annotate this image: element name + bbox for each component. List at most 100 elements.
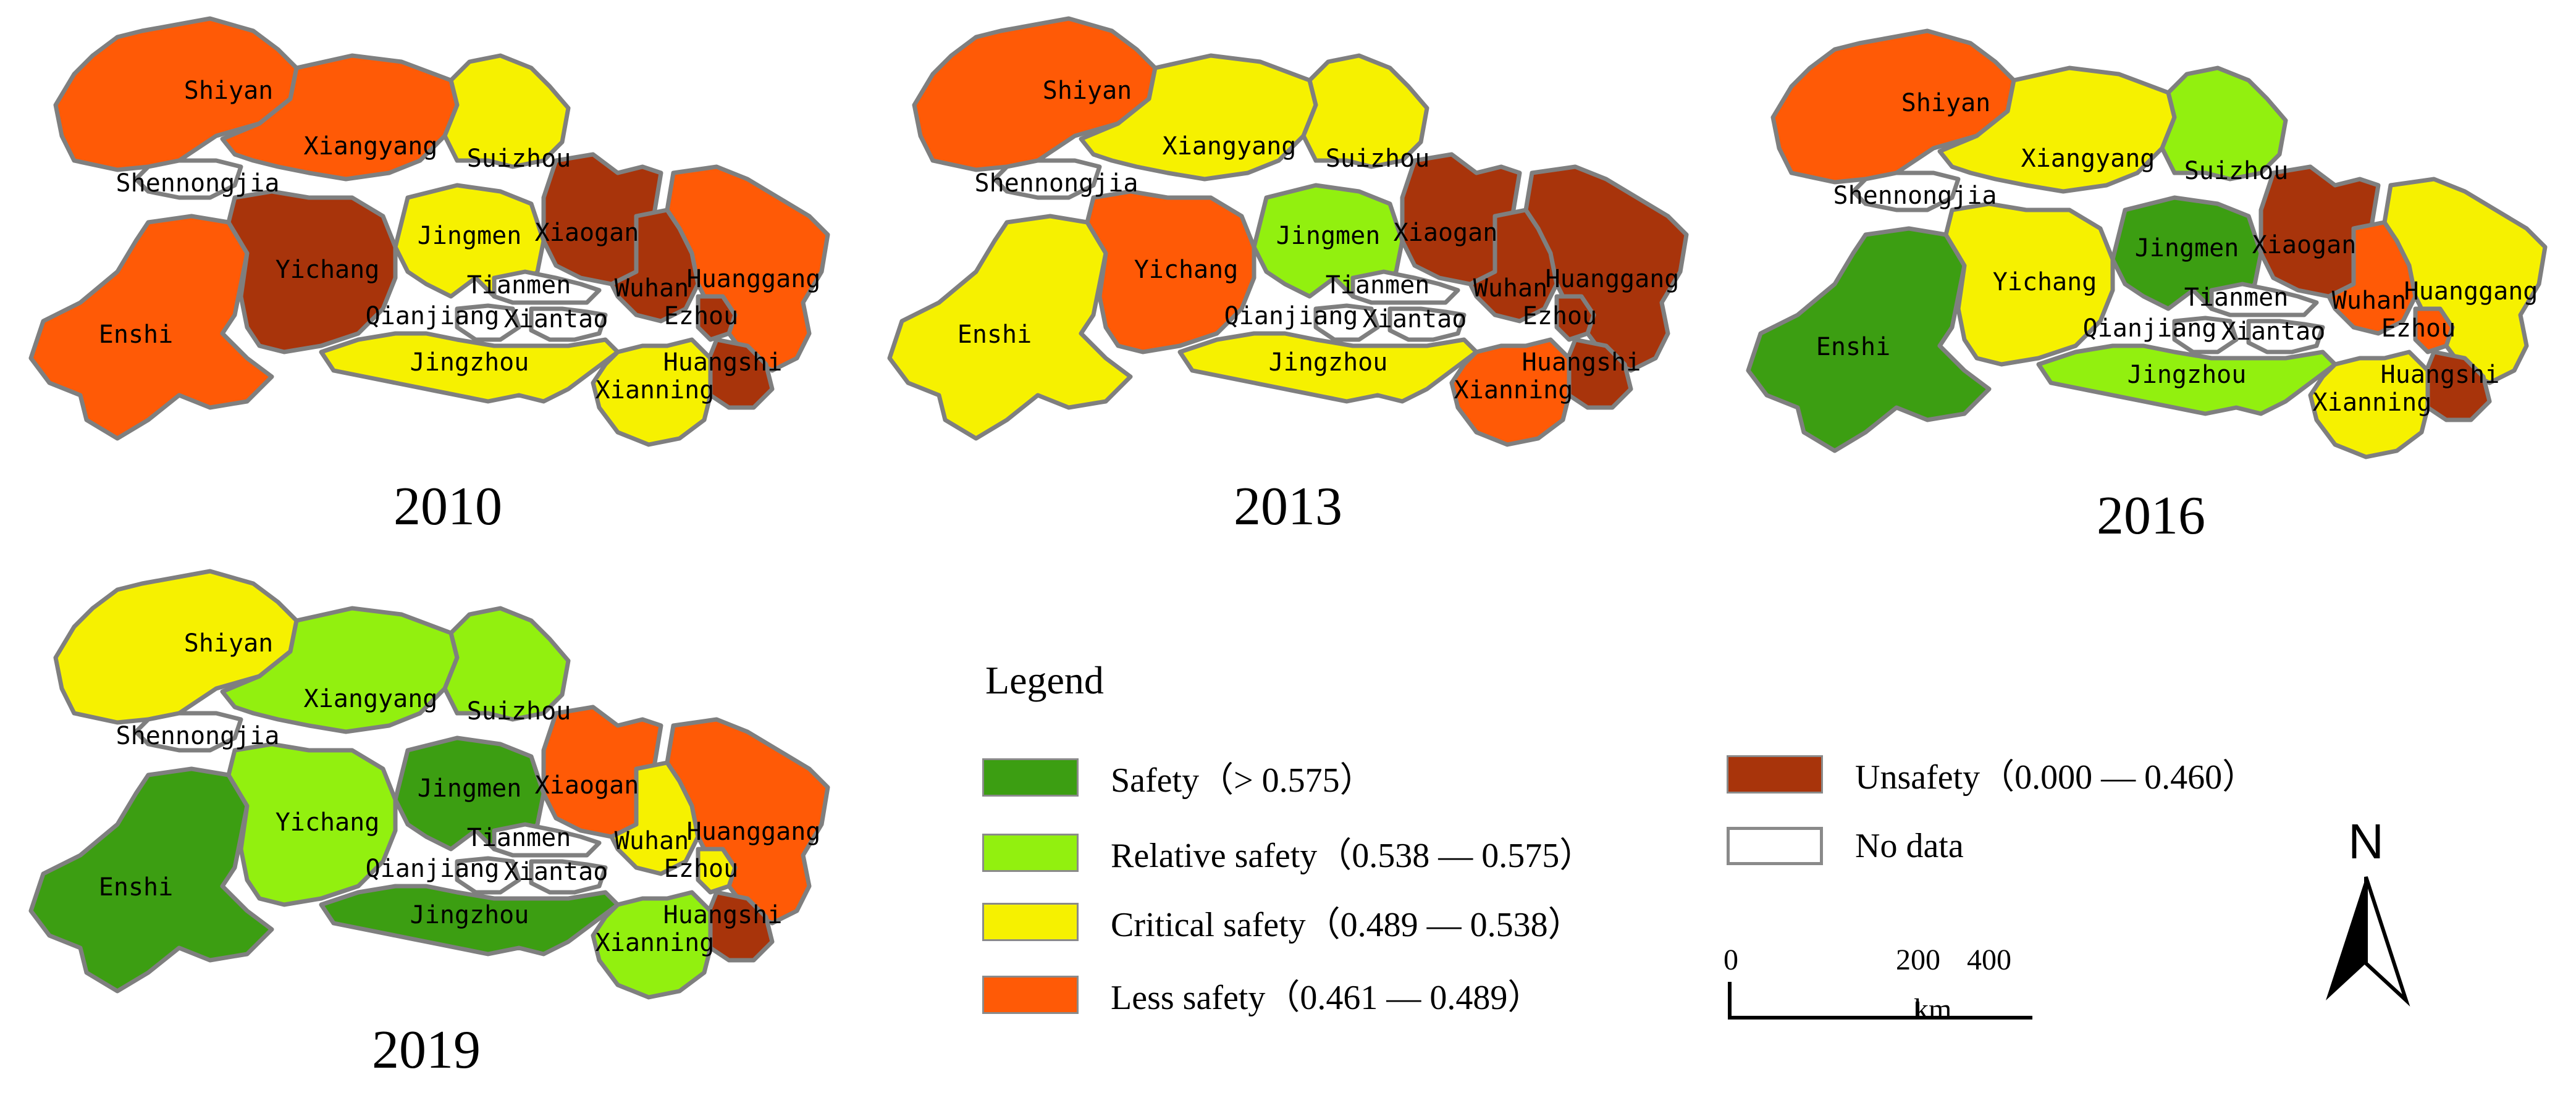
region-label-jingzhou: Jingzhou [410,901,529,929]
region-huanggang [1523,164,1689,373]
region-label-qianjiang: Qianjiang [2083,314,2217,343]
region-label-jingmen: Jingmen [2135,234,2239,262]
region-label-xianning: Xianning [2313,388,2432,417]
region-label-xiaogan: Xiaogan [535,771,639,800]
region-jingzhou [319,331,620,404]
scale-line [1728,982,2032,1020]
region-shennongjia [133,711,243,753]
region-xianning [591,890,713,1000]
map-2019: Shiyan Xiangyang Suizhou Shennongjia Enshi Yi… [25,565,846,1010]
region-label-xianning: Xianning [596,376,715,404]
region-label-shiyan: Shiyan [184,629,274,658]
region-xiangyang [220,53,460,182]
region-label-shennongjia: Shennongjia [1833,182,1997,210]
region-label-wuhan: Wuhan [2332,287,2406,315]
scale-unit: km [1914,993,1951,1026]
legend-swatch-safety [982,758,1079,797]
region-label-xiaogan: Xiaogan [535,219,639,247]
region-label-xiangyang: Xiangyang [1163,132,1297,161]
region-jingzhou [2036,343,2338,416]
region-label-qianjiang: Qianjiang [1224,302,1358,330]
region-xiantao [529,859,608,895]
north-label: N [2348,815,2384,869]
region-label-yichang: Yichang [1134,256,1239,284]
region-label-yichang: Yichang [276,808,380,837]
map-canvas: Shiyan Xiangyang Suizhou Shennongjia Enshi Yi… [1746,28,2548,459]
region-label-yichang: Yichang [276,256,380,284]
region-label-jingzhou: Jingzhou [410,348,529,377]
region-ezhou [1554,294,1596,342]
legend-item-relative-safety: Relative safety（0.538 — 0.575） [982,827,1594,877]
year-label-2016: 2016 [2097,486,2205,546]
scale-tick-200: 200 [1896,945,1940,976]
region-suizhou [2160,65,2288,182]
legend-item-unsafety: Unsafety（0.000 — 0.460） [1727,749,2257,799]
region-label-tianmen: Tianmen [1326,271,1430,299]
region-yichang [226,742,398,907]
region-huanggang [665,164,830,373]
legend-item-less-safety: Less safety（0.461 — 0.489） [982,969,1542,1020]
region-label-enshi: Enshi [1816,333,1890,361]
region-tianmen [492,822,602,858]
region-label-ezhou: Ezhou [664,855,738,883]
year-label-2013: 2013 [1234,477,1342,537]
region-label-huangshi: Huangshi [2381,361,2500,389]
map-canvas: Shiyan Xiangyang Suizhou Shennongjia Enshi Yi… [28,569,830,1000]
region-shennongjia [1851,170,1961,212]
region-xianning [591,337,713,447]
region-label-enshi: Enshi [958,320,1032,349]
region-label-huanggang: Huanggang [687,818,821,846]
region-label-xiangyang: Xiangyang [2021,144,2155,173]
north-arrow: N [2326,815,2410,1007]
region-label-jingzhou: Jingzhou [2128,361,2247,389]
map-2016: Shiyan Xiangyang Suizhou Shennongjia Enshi Yi… [1742,25,2564,469]
region-label-wuhan: Wuhan [615,274,689,303]
map-2010: Shiyan Xiangyang Suizhou Shennongjia Enshi Yi… [25,12,846,457]
legend-label-no-data: No data [1855,827,1964,865]
legend-item-safety: Safety（> 0.575） [982,752,1374,802]
region-label-xiangyang: Xiangyang [304,132,438,161]
legend-item-no-data: No data [1727,826,1964,866]
legend-label-less-safety: Less safety（0.461 — 0.489） [1111,979,1543,1017]
region-label-jingzhou: Jingzhou [1269,348,1388,377]
region-label-xiangyang: Xiangyang [304,685,438,713]
region-label-huanggang: Huanggang [2404,277,2538,306]
region-label-tianmen: Tianmen [467,271,571,299]
region-label-enshi: Enshi [99,320,173,349]
region-label-huangshi: Huangshi [663,348,783,377]
scale-tick-400: 400 [1967,945,2011,976]
region-label-yichang: Yichang [1993,268,2097,296]
region-qianjiang [455,303,521,342]
region-ezhou [2413,306,2455,354]
region-label-suizhou: Suizhou [467,144,571,173]
region-label-xianning: Xianning [1454,376,1573,404]
region-label-huanggang: Huanggang [1546,265,1680,293]
region-xiangyang [1937,65,2177,194]
legend-item-critical-safety: Critical safety（0.489 — 0.538） [982,897,1583,947]
region-huanggang [2382,177,2548,385]
region-label-ezhou: Ezhou [664,302,738,330]
scale-bar: 0 200 400 km [1724,945,2032,1026]
region-label-huangshi: Huangshi [1522,348,1641,377]
year-label-2010: 2010 [394,477,502,537]
region-label-xiantao: Xiantao [504,858,608,886]
scale-tick-0: 0 [1724,945,1738,976]
map-canvas: Shiyan Xiangyang Suizhou Shennongjia Enshi Yi… [887,16,1689,447]
region-xiantao [1387,306,1467,342]
region-shennongjia [133,158,243,200]
region-suizhou [1301,53,1429,169]
map-canvas: Shiyan Xiangyang Suizhou Shennongjia Enshi Yi… [28,16,830,447]
region-label-wuhan: Wuhan [1473,274,1547,303]
region-label-tianmen: Tianmen [467,824,571,852]
legend-label-safety: Safety（> 0.575） [1111,761,1374,800]
region-label-ezhou: Ezhou [1523,302,1597,330]
legend-swatch-relative-safety [982,833,1079,872]
region-label-jingmen: Jingmen [418,774,522,803]
legend-swatch-less-safety [982,975,1079,1014]
region-qianjiang [1313,303,1380,342]
region-label-enshi: Enshi [99,873,173,902]
region-label-shiyan: Shiyan [1043,77,1132,105]
region-ezhou [696,294,738,342]
region-label-shiyan: Shiyan [1901,89,1991,117]
region-yichang [226,189,398,354]
